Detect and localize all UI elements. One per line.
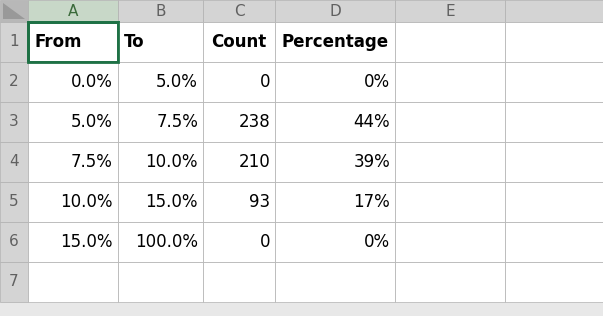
Bar	[28, 222, 118, 262]
Text: 39%: 39%	[353, 153, 390, 171]
Text: 10.0%: 10.0%	[60, 193, 113, 211]
Text: 3: 3	[9, 114, 19, 130]
Text: 44%: 44%	[353, 113, 390, 131]
Bar	[395, 222, 505, 262]
Bar	[118, 222, 203, 262]
Bar	[0, 102, 28, 142]
Bar	[203, 182, 275, 222]
Bar	[0, 62, 28, 102]
Text: 5.0%: 5.0%	[71, 113, 113, 131]
Bar	[395, 182, 505, 222]
Text: 100.0%: 100.0%	[135, 233, 198, 251]
Bar	[118, 142, 203, 182]
Bar	[0, 0, 28, 22]
Bar	[505, 142, 603, 182]
Text: 93: 93	[249, 193, 270, 211]
Text: 6: 6	[9, 234, 19, 250]
Text: 17%: 17%	[353, 193, 390, 211]
Bar	[275, 142, 395, 182]
Text: 1: 1	[9, 34, 19, 50]
Bar	[203, 62, 275, 102]
Bar	[395, 22, 505, 62]
Bar	[505, 262, 603, 302]
Bar	[0, 262, 28, 302]
Text: A: A	[68, 3, 78, 19]
Bar	[203, 222, 275, 262]
Bar	[118, 262, 203, 302]
Bar	[505, 0, 603, 22]
Bar	[0, 142, 28, 182]
Bar	[28, 262, 118, 302]
Bar	[28, 182, 118, 222]
Text: 238: 238	[238, 113, 270, 131]
Bar	[118, 182, 203, 222]
Bar	[395, 62, 505, 102]
Bar	[505, 62, 603, 102]
Bar	[395, 262, 505, 302]
Bar	[118, 102, 203, 142]
Bar	[275, 262, 395, 302]
Bar	[275, 222, 395, 262]
Bar	[505, 222, 603, 262]
Text: To: To	[124, 33, 145, 51]
Text: 4: 4	[9, 155, 19, 169]
Bar	[118, 0, 203, 22]
Bar	[203, 262, 275, 302]
Text: 0%: 0%	[364, 233, 390, 251]
Text: 0%: 0%	[364, 73, 390, 91]
Text: 7.5%: 7.5%	[156, 113, 198, 131]
Bar	[28, 22, 118, 62]
Bar	[28, 142, 118, 182]
Bar	[203, 0, 275, 22]
Text: 2: 2	[9, 75, 19, 89]
Bar	[395, 142, 505, 182]
Text: 7.5%: 7.5%	[71, 153, 113, 171]
Bar	[203, 102, 275, 142]
Bar	[395, 102, 505, 142]
Bar	[118, 22, 203, 62]
Text: 5: 5	[9, 195, 19, 210]
Polygon shape	[3, 3, 25, 19]
Text: 210: 210	[238, 153, 270, 171]
Bar	[118, 62, 203, 102]
Bar	[275, 102, 395, 142]
Text: Count: Count	[212, 33, 267, 51]
Text: 7: 7	[9, 275, 19, 289]
Text: From: From	[34, 33, 81, 51]
Bar	[203, 142, 275, 182]
Text: B: B	[155, 3, 166, 19]
Text: 15.0%: 15.0%	[145, 193, 198, 211]
Bar	[275, 62, 395, 102]
Bar	[505, 102, 603, 142]
Text: 0: 0	[259, 233, 270, 251]
Bar	[28, 22, 118, 62]
Text: C: C	[234, 3, 244, 19]
Bar	[28, 102, 118, 142]
Bar	[275, 22, 395, 62]
Text: 10.0%: 10.0%	[145, 153, 198, 171]
Bar	[28, 0, 118, 22]
Text: 0: 0	[259, 73, 270, 91]
Bar	[505, 22, 603, 62]
Bar	[0, 222, 28, 262]
Bar	[275, 182, 395, 222]
Bar	[275, 0, 395, 22]
Text: D: D	[329, 3, 341, 19]
Bar	[505, 182, 603, 222]
Text: 0.0%: 0.0%	[71, 73, 113, 91]
Bar	[0, 22, 28, 62]
Bar	[0, 182, 28, 222]
Text: 15.0%: 15.0%	[60, 233, 113, 251]
Bar	[395, 0, 505, 22]
Text: Percentage: Percentage	[282, 33, 388, 51]
Bar	[203, 22, 275, 62]
Text: 5.0%: 5.0%	[156, 73, 198, 91]
Text: E: E	[445, 3, 455, 19]
Bar	[28, 62, 118, 102]
